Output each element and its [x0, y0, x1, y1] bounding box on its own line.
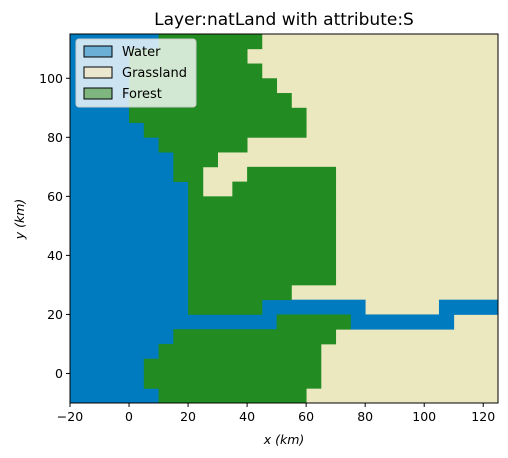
region-forest-16 — [247, 166, 337, 182]
region-water-5 — [438, 299, 499, 315]
x-tick-label: 120 — [471, 409, 495, 424]
legend-label-grassland: Grassland — [122, 66, 187, 81]
region-forest-23 — [276, 314, 351, 330]
x-tick-label: 100 — [412, 409, 436, 424]
region-forest-26 — [143, 358, 322, 389]
legend-label-forest: Forest — [122, 87, 162, 102]
y-tick-label: 80 — [47, 130, 63, 145]
region-forest-20 — [188, 211, 337, 286]
x-tick-label: 80 — [357, 409, 373, 424]
region-forest-14 — [173, 152, 218, 168]
y-tick-label: 60 — [47, 189, 63, 204]
legend-label-water: Water — [122, 45, 161, 60]
y-tick-label: 0 — [55, 366, 63, 381]
y-axis-label: y (km) — [12, 199, 27, 241]
region-forest-19 — [188, 196, 337, 212]
y-tick-label: 20 — [47, 307, 63, 322]
region-forest-27 — [158, 388, 307, 404]
region-forest-18 — [232, 181, 337, 197]
region-water-3 — [261, 299, 366, 315]
legend-swatch-grassland — [83, 66, 113, 79]
x-axis: −20 0 20 40 60 80 100 120 — [57, 403, 495, 424]
legend: Water Grassland Forest — [75, 38, 197, 108]
region-water-4 — [350, 314, 455, 330]
x-tick-label: 40 — [239, 409, 255, 424]
region-forest-25 — [158, 343, 322, 360]
region-forest-22 — [188, 299, 263, 315]
y-tick-label: 100 — [39, 71, 63, 86]
region-forest-21 — [188, 284, 292, 301]
x-tick-label: 20 — [180, 409, 196, 424]
region-forest-17 — [188, 181, 204, 197]
chart-title: Layer:natLand with attribute:S — [154, 10, 414, 30]
plot-frame — [69, 33, 499, 404]
y-tick-label: 40 — [47, 248, 63, 263]
region-water-2 — [188, 314, 278, 330]
region-forest-15 — [173, 166, 204, 182]
legend-swatch-forest — [83, 87, 113, 100]
x-tick-label: −20 — [57, 409, 83, 424]
region-forest-13 — [158, 137, 248, 153]
region-forest-12 — [143, 122, 307, 138]
x-tick-label: 60 — [298, 409, 314, 424]
legend-swatch-water — [83, 45, 113, 58]
x-axis-label: x (km) — [263, 432, 305, 447]
x-tick-label: 0 — [125, 409, 133, 424]
y-axis: 0 20 40 60 80 100 — [39, 71, 70, 381]
region-forest-24 — [173, 329, 337, 345]
region-forest-11 — [129, 107, 307, 123]
